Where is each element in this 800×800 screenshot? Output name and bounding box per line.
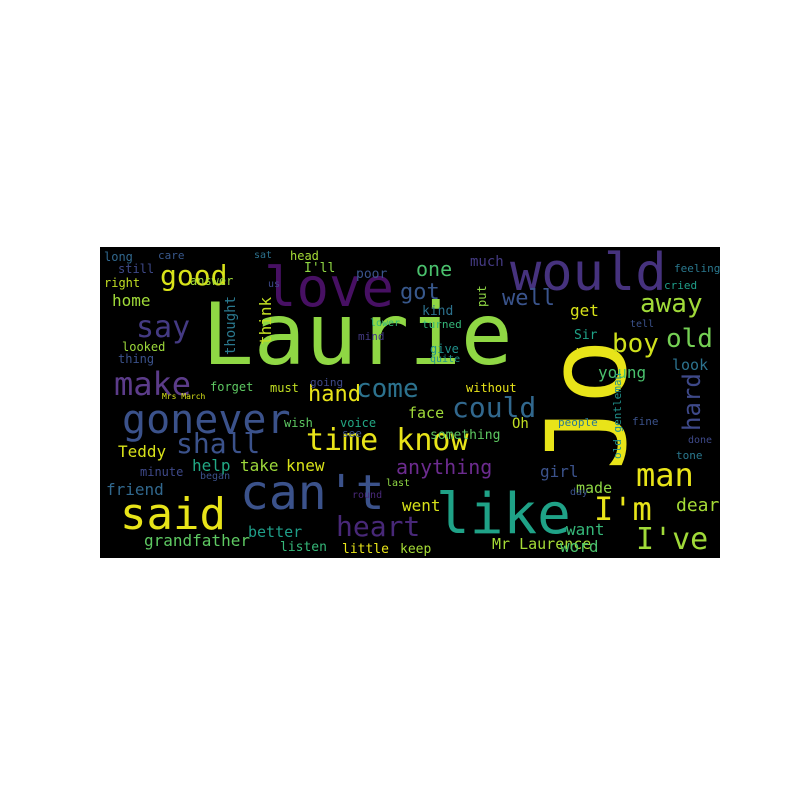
word-cloud: Laurie Jo would love can't like said gon… (100, 247, 720, 558)
word-ill: I'll (304, 261, 336, 276)
word-keep: keep (400, 542, 432, 557)
word-hand: hand (308, 382, 361, 407)
word-look: look (672, 356, 709, 374)
word-dear: dear (676, 495, 720, 516)
word-forget: forget (210, 380, 254, 394)
word-turned: turned (422, 318, 462, 331)
word-im: I'm (594, 490, 652, 528)
word-home: home (112, 291, 151, 310)
word-face: face (408, 404, 445, 422)
word-put: put (475, 285, 489, 307)
word-without: without (466, 381, 517, 395)
word-people: people (558, 416, 598, 429)
word-done: done (688, 435, 713, 446)
word-sir: Sir (574, 328, 598, 343)
word-laurie: Laurie (202, 285, 513, 385)
word-young: young (598, 363, 647, 382)
word-help: help (192, 456, 231, 475)
word-word: word (560, 537, 599, 556)
word-must: must (270, 381, 299, 395)
word-much: much (470, 254, 504, 270)
word-sat: sat (254, 250, 273, 261)
word-make: make (114, 365, 192, 403)
word-tone: tone (676, 449, 703, 462)
word-feeling: feeling (674, 262, 720, 275)
word-oh: Oh (512, 416, 529, 432)
word-knew: knew (286, 456, 325, 475)
word-old: old (666, 324, 713, 354)
word-fine: fine (632, 415, 659, 428)
word-shall: shall (176, 427, 261, 460)
word-wish: wish (284, 416, 313, 430)
word-began: began (200, 471, 231, 482)
word-us: us (268, 279, 281, 290)
word-going: going (310, 376, 344, 389)
word-went: went (402, 496, 441, 515)
word-last: last (386, 478, 411, 489)
word-got: got (400, 280, 440, 305)
word-tell: tell (630, 319, 655, 330)
word-good: good (160, 259, 228, 292)
word-friend: friend (106, 480, 164, 499)
word-see: see (342, 427, 362, 440)
word-head: head (290, 249, 319, 263)
word-quite: quite (430, 354, 461, 365)
word-boy: boy (612, 329, 659, 359)
word-kind: kind (422, 304, 454, 319)
word-something: something (430, 428, 501, 443)
word-thought: thought (223, 295, 239, 355)
word-could: could (452, 391, 537, 424)
word-ive: I've (636, 522, 709, 557)
word-well: well (502, 286, 555, 311)
word-anything: anything (396, 455, 493, 479)
word-yes: yes (576, 344, 598, 358)
word-mr-laurence: Mr Laurence (492, 535, 592, 553)
word-round: round (352, 490, 383, 501)
word-time-know: time know (306, 423, 469, 458)
word-think: think (256, 296, 275, 345)
word-get: get (570, 301, 599, 320)
word-voice: voice (340, 416, 377, 430)
word-day: day (570, 487, 589, 498)
word-better: better (248, 523, 303, 541)
word-love: love (264, 256, 395, 319)
word-made: made (576, 479, 613, 497)
word-would: would (510, 247, 667, 303)
word-minute: minute (140, 465, 184, 479)
word-cried: cried (664, 279, 698, 292)
word-grandfather: grandfather (144, 531, 250, 550)
word-little: little (342, 542, 389, 557)
word-give: give (430, 342, 459, 356)
word-one: one (416, 257, 453, 281)
word-cant: can't (240, 465, 385, 521)
word-long: long (104, 250, 133, 264)
word-girl: girl (540, 462, 579, 481)
word-said: said (120, 489, 226, 540)
word-thing: thing (118, 352, 155, 366)
word-still: still (118, 262, 155, 276)
word-old-gentleman: old gentleman (611, 372, 624, 459)
word-come: come (356, 374, 419, 404)
word-take: take (240, 456, 279, 475)
word-man: man (636, 456, 694, 494)
word-gonever: gonever (122, 397, 291, 443)
word-right: right (104, 276, 141, 290)
word-hard: hard (678, 373, 706, 431)
word-mind: mind (358, 330, 385, 343)
word-say: say (136, 310, 191, 345)
word-mrs-march: Mrs March (162, 392, 206, 401)
word-listen: listen (280, 540, 327, 555)
word-looked: looked (122, 340, 166, 354)
word-like: like (436, 482, 571, 547)
word-answer: answer (190, 274, 234, 288)
word-lower: lower (370, 318, 401, 329)
word-want: want (566, 520, 605, 539)
word-poor: poor (356, 267, 388, 282)
word-care: care (158, 249, 185, 262)
word-teddy: Teddy (118, 442, 167, 461)
word-away: away (640, 289, 703, 319)
word-heart: heart (336, 510, 421, 543)
